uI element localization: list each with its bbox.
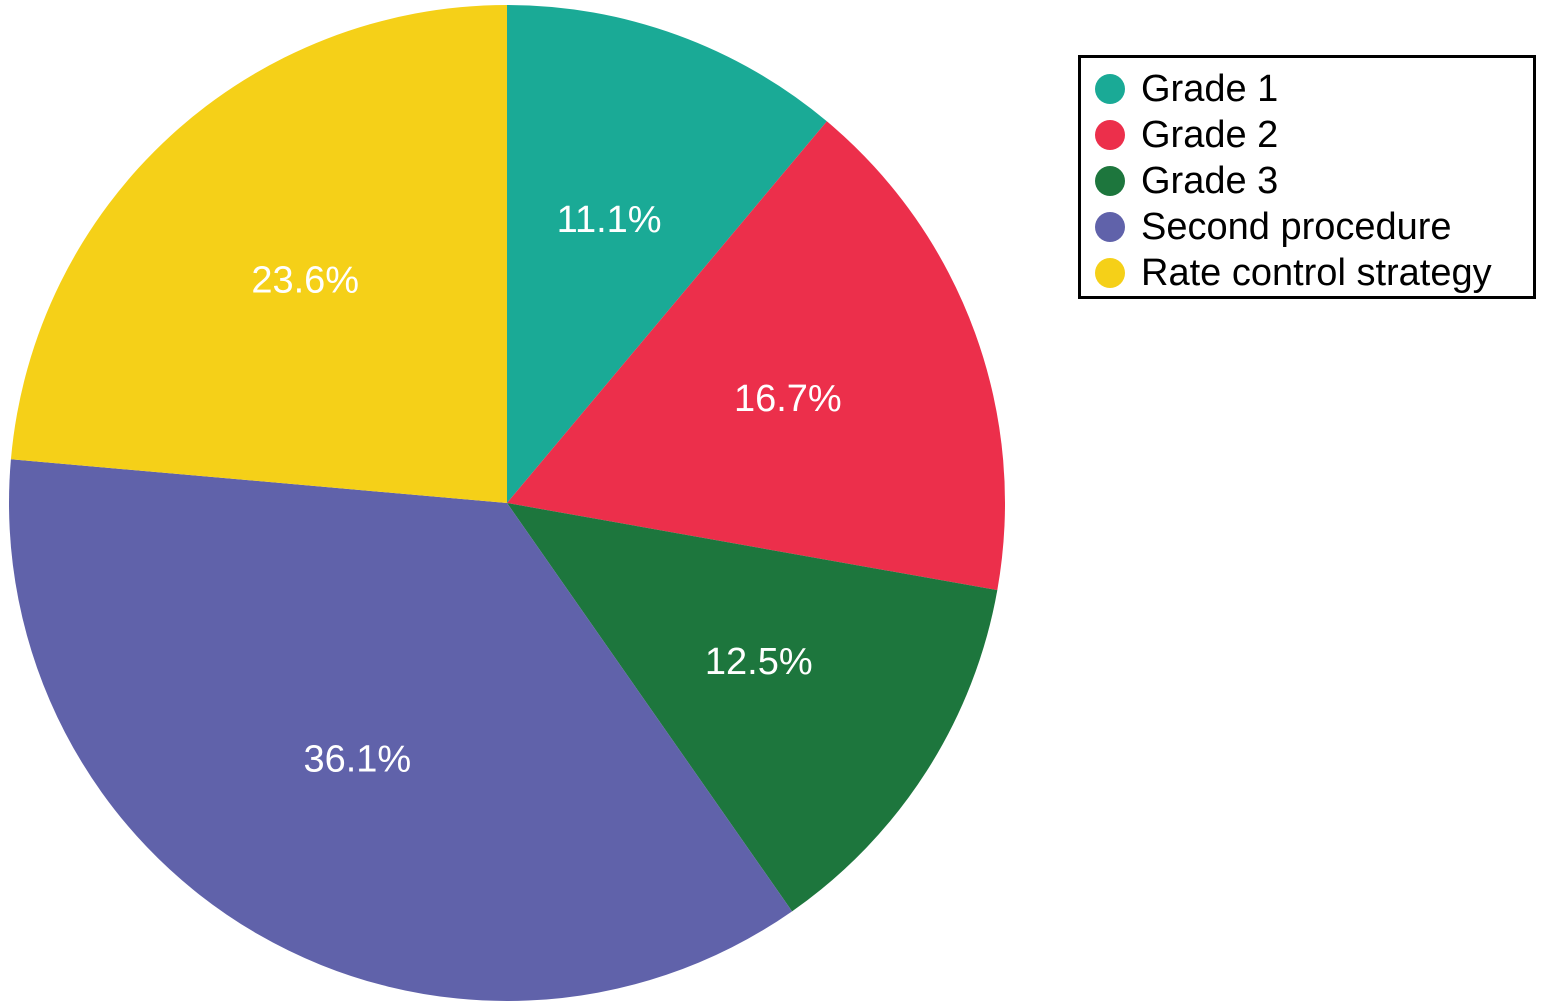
legend-label-grade-1: Grade 1 [1141, 68, 1279, 110]
legend-item-grade-3: Grade 3 [1095, 158, 1533, 204]
pie-slices [8, 5, 1005, 1001]
legend-swatch-grade-3 [1095, 166, 1125, 196]
legend-item-grade-2: Grade 2 [1095, 112, 1533, 158]
legend-item-grade-1: Grade 1 [1095, 66, 1533, 112]
legend: Grade 1 Grade 2 Grade 3 Second procedure… [1078, 55, 1536, 299]
legend-label-grade-3: Grade 3 [1141, 160, 1279, 202]
pie-value-label-grade-3: 12.5% [705, 641, 813, 683]
legend-swatch-second-procedure [1095, 212, 1125, 242]
pie-value-labels: 11.1% 16.7% 12.5% 36.1% 23.6% [251, 199, 841, 780]
pie-slice-grade-3 [507, 503, 998, 912]
pie-slice-second-procedure [8, 459, 793, 1001]
pie-value-label-rate-control-strategy: 23.6% [251, 260, 359, 302]
pie-value-label-grade-1: 11.1% [557, 199, 662, 241]
pie-value-label-grade-2: 16.7% [734, 378, 842, 420]
pie-slice-grade-1 [507, 5, 827, 503]
legend-item-rate-control-strategy: Rate control strategy [1095, 250, 1533, 296]
legend-item-second-procedure: Second procedure [1095, 204, 1533, 250]
pie-value-label-second-procedure: 36.1% [303, 739, 411, 781]
legend-label-second-procedure: Second procedure [1141, 206, 1452, 248]
legend-label-rate-control-strategy: Rate control strategy [1141, 252, 1492, 294]
pie-slice-rate-control-strategy [10, 5, 507, 503]
legend-label-grade-2: Grade 2 [1141, 114, 1279, 156]
legend-swatch-grade-1 [1095, 74, 1125, 104]
pie-slice-grade-2 [507, 121, 1005, 591]
legend-swatch-grade-2 [1095, 120, 1125, 150]
legend-swatch-rate-control-strategy [1095, 258, 1125, 288]
